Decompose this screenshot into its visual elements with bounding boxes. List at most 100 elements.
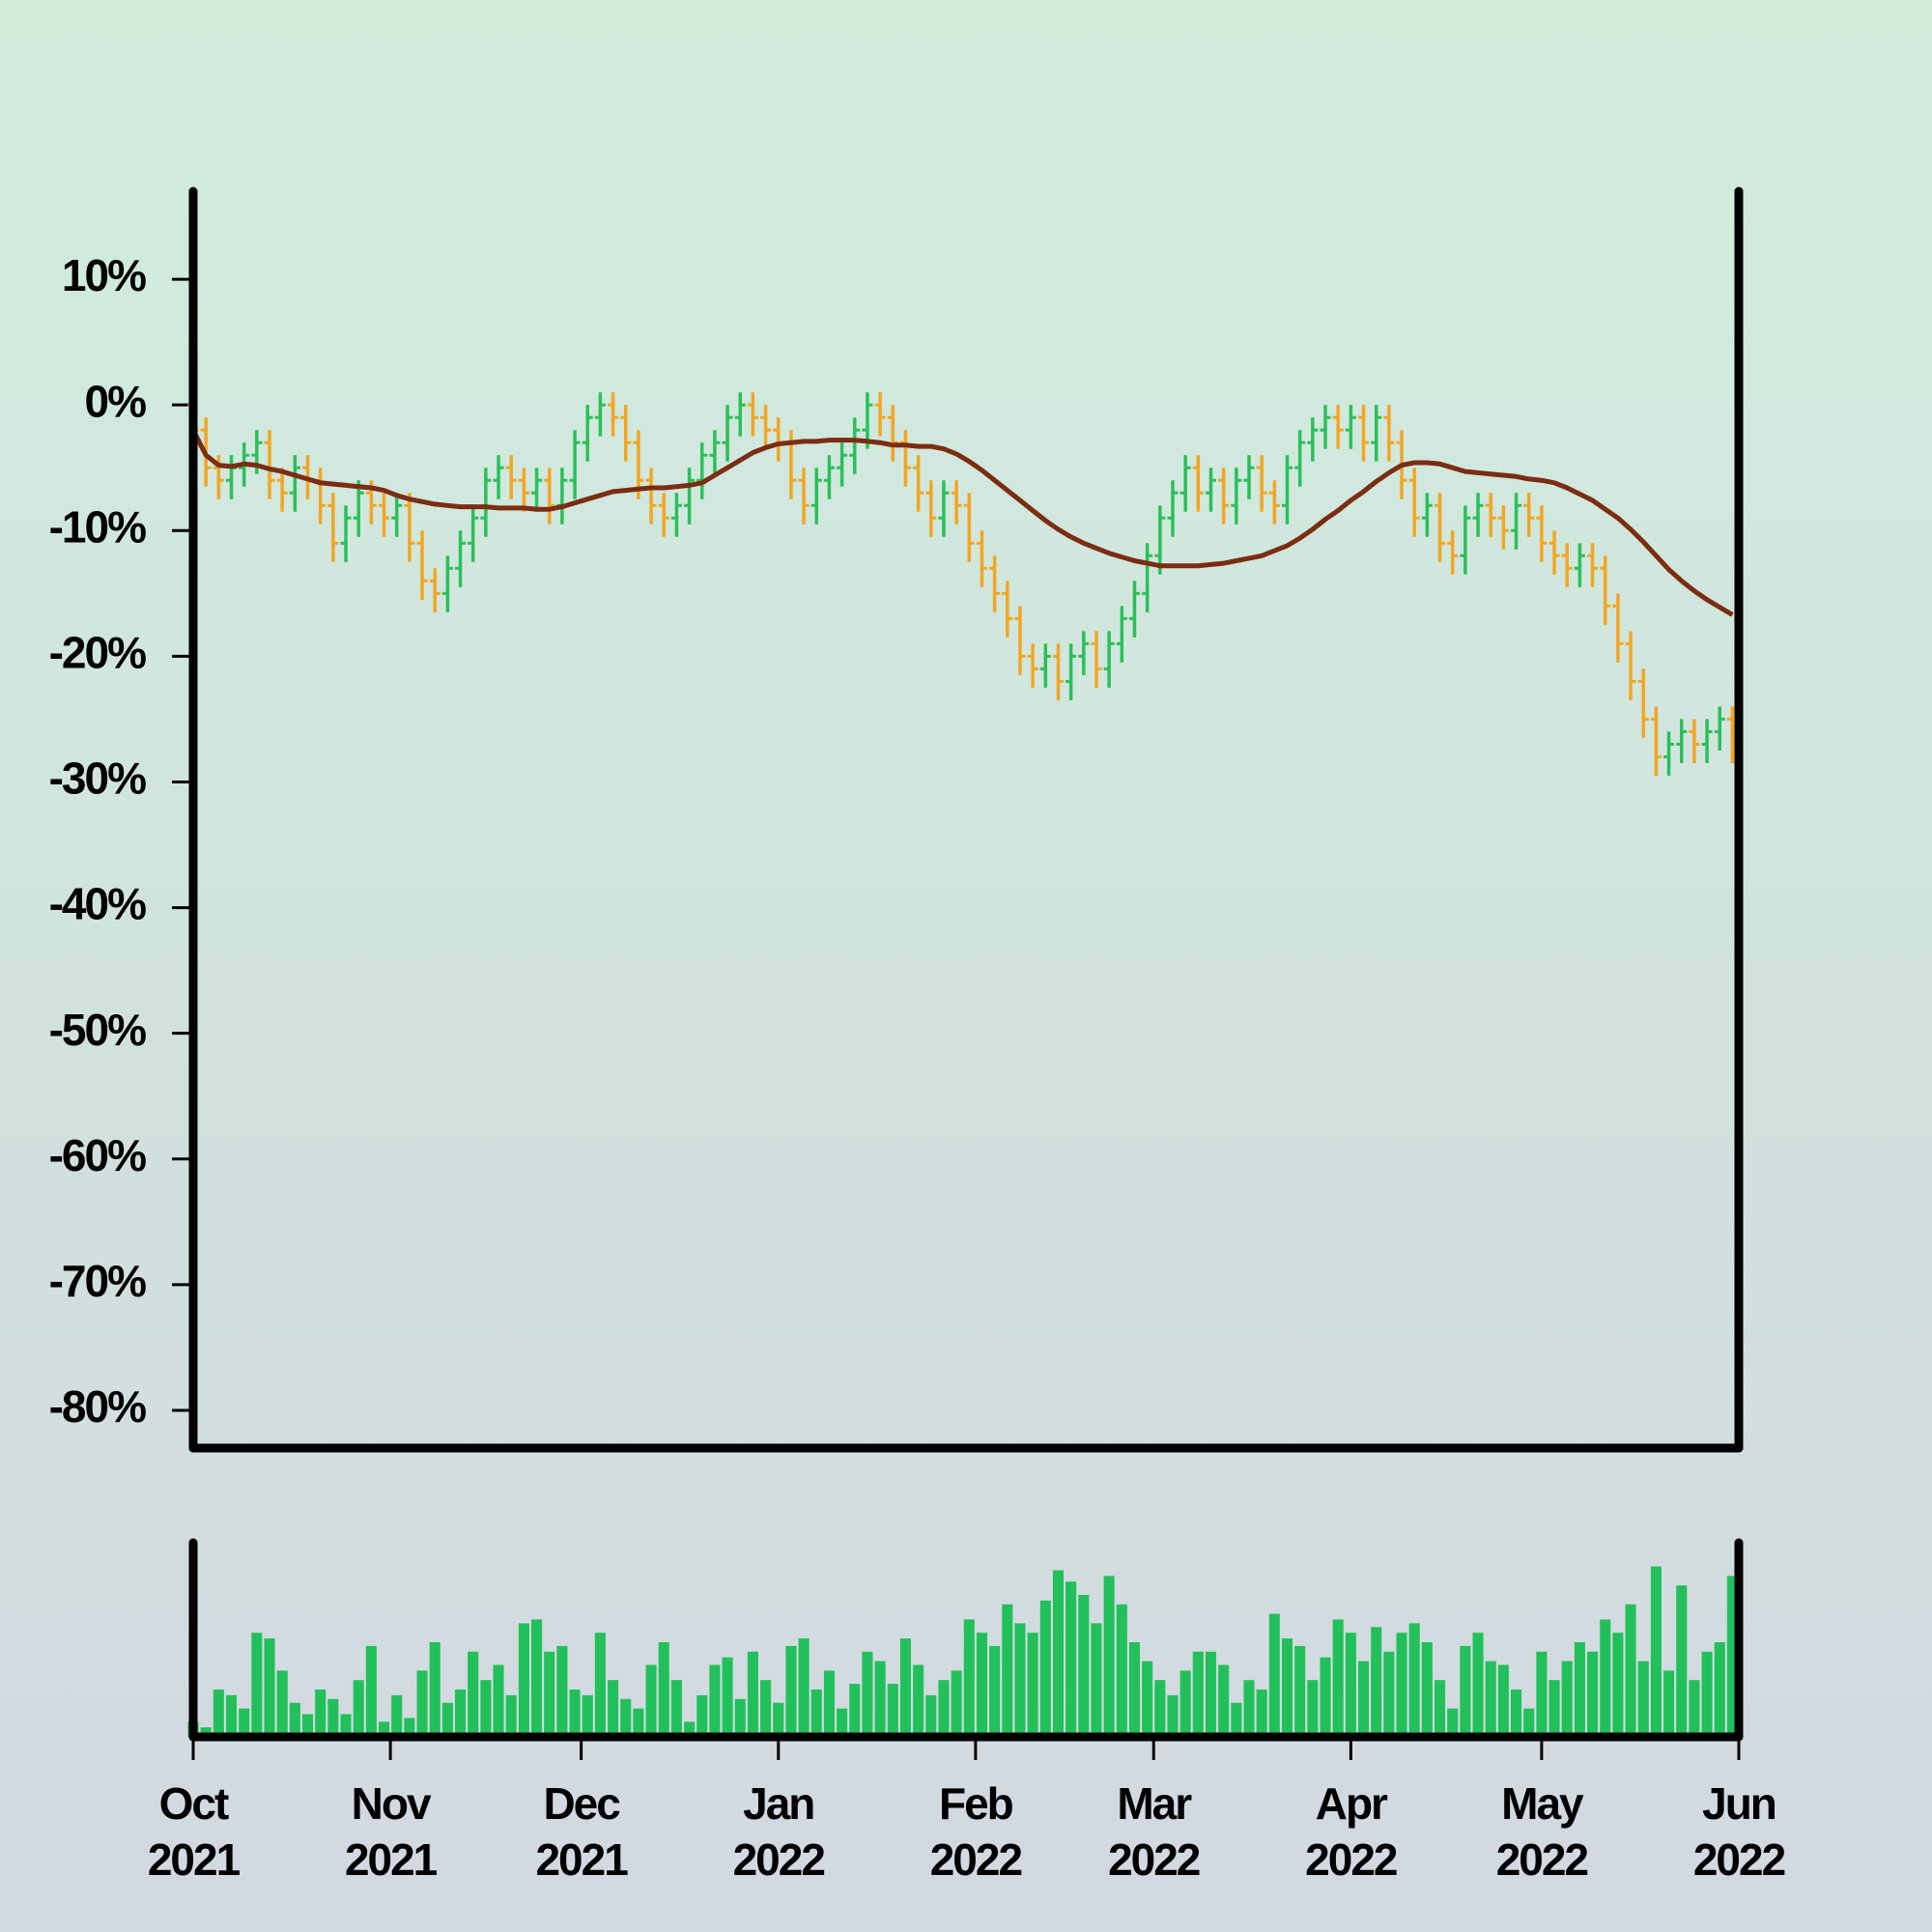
volume-bar bbox=[1408, 1623, 1420, 1737]
volume-bar bbox=[862, 1651, 873, 1737]
volume-bar bbox=[416, 1670, 428, 1737]
volume-bar bbox=[760, 1680, 772, 1737]
volume-bar bbox=[353, 1680, 364, 1737]
volume-bar bbox=[340, 1714, 352, 1737]
volume-bar bbox=[1103, 1576, 1115, 1737]
volume-bar bbox=[1625, 1604, 1636, 1737]
volume-bar bbox=[874, 1661, 886, 1737]
volume-bar bbox=[1192, 1651, 1204, 1737]
volume-bar bbox=[837, 1708, 848, 1737]
volume-bar bbox=[1511, 1690, 1522, 1737]
volume-bar bbox=[455, 1690, 467, 1737]
volume-bar bbox=[468, 1651, 479, 1737]
volume-bar bbox=[1435, 1680, 1446, 1737]
volume-bar bbox=[1561, 1661, 1573, 1737]
volume-bar bbox=[1472, 1633, 1484, 1737]
volume-bar bbox=[925, 1694, 937, 1737]
volume-bar bbox=[289, 1702, 300, 1737]
volume-bar bbox=[1307, 1680, 1319, 1737]
volume-bar bbox=[1676, 1585, 1688, 1737]
volume-bar bbox=[404, 1718, 415, 1737]
volume-bar bbox=[696, 1694, 708, 1737]
volume-bar bbox=[315, 1690, 327, 1737]
volume-bar bbox=[658, 1642, 669, 1737]
volume-bar bbox=[1002, 1604, 1013, 1737]
volume-bar bbox=[1142, 1661, 1153, 1737]
volume-bar bbox=[951, 1670, 962, 1737]
volume-bar bbox=[1052, 1570, 1065, 1737]
y-tick-label: 0% bbox=[85, 376, 147, 426]
volume-bar bbox=[1689, 1680, 1700, 1737]
volume-bar bbox=[569, 1690, 581, 1737]
x-tick-label: Feb 2022 bbox=[929, 1778, 1023, 1885]
volume-bar bbox=[582, 1694, 593, 1737]
volume-bar bbox=[1320, 1657, 1331, 1737]
volume-bar bbox=[1587, 1651, 1599, 1737]
volume-bar bbox=[887, 1684, 898, 1737]
volume-bar bbox=[1447, 1708, 1459, 1737]
x-tick-label: Nov 2021 bbox=[344, 1778, 438, 1885]
volume-bar bbox=[1612, 1633, 1624, 1737]
volume-bar bbox=[773, 1702, 784, 1737]
x-tick-label: Oct 2021 bbox=[147, 1778, 241, 1885]
volume-bar bbox=[1371, 1627, 1382, 1737]
volume-bar bbox=[1128, 1642, 1141, 1737]
volume-bar bbox=[518, 1623, 529, 1737]
volume-bar bbox=[938, 1680, 950, 1737]
volume-bar bbox=[1357, 1661, 1370, 1737]
volume-bar bbox=[213, 1690, 224, 1737]
x-tick-label: Dec 2021 bbox=[535, 1778, 628, 1885]
y-tick-label: -50% bbox=[49, 1005, 146, 1055]
volume-bar bbox=[379, 1721, 390, 1737]
volume-bar bbox=[1027, 1633, 1038, 1737]
volume-bar bbox=[531, 1619, 543, 1737]
volume-bar bbox=[1600, 1619, 1611, 1737]
volume-bar bbox=[798, 1638, 810, 1737]
volume-bar bbox=[441, 1702, 453, 1737]
volume-bar bbox=[989, 1645, 1001, 1737]
volume-bar bbox=[1396, 1633, 1407, 1737]
volume-bar bbox=[1460, 1645, 1471, 1737]
volume-bar bbox=[1332, 1619, 1344, 1737]
volume-bar bbox=[239, 1708, 250, 1737]
volume-bar bbox=[670, 1680, 682, 1737]
volume-bar bbox=[1116, 1604, 1127, 1737]
volume-bar bbox=[1497, 1664, 1509, 1737]
volume-bar bbox=[365, 1645, 377, 1737]
volume-bar bbox=[747, 1651, 758, 1737]
volume-bar bbox=[1231, 1702, 1242, 1737]
volume-bar bbox=[1065, 1581, 1077, 1737]
volume-bar bbox=[251, 1633, 263, 1737]
volume-bar bbox=[544, 1651, 555, 1737]
volume-bar bbox=[1268, 1613, 1280, 1737]
volume-bar bbox=[823, 1670, 835, 1737]
volume-bar bbox=[1091, 1623, 1102, 1737]
y-tick-label: -20% bbox=[49, 628, 146, 678]
volume-bar bbox=[1650, 1566, 1662, 1737]
volume-bar bbox=[734, 1698, 746, 1737]
volume-bar bbox=[264, 1638, 275, 1737]
volume-bar bbox=[899, 1638, 911, 1737]
volume-bar bbox=[684, 1721, 696, 1737]
x-tick-label: Jun 2022 bbox=[1692, 1778, 1786, 1885]
moving-average bbox=[190, 429, 1734, 617]
volume-bar bbox=[301, 1714, 314, 1737]
volume-bar bbox=[276, 1670, 288, 1737]
x-tick-label: Mar 2022 bbox=[1108, 1778, 1201, 1885]
volume-bar bbox=[1256, 1690, 1267, 1737]
volume-bar bbox=[620, 1698, 632, 1737]
volume-bar bbox=[1014, 1623, 1026, 1737]
x-tick-label: Apr 2022 bbox=[1305, 1778, 1398, 1885]
volume-bar bbox=[1039, 1600, 1051, 1737]
volume-bar bbox=[633, 1708, 644, 1737]
y-tick-label: -60% bbox=[49, 1130, 146, 1180]
volume-bar bbox=[480, 1680, 492, 1737]
y-tick-label: -70% bbox=[49, 1256, 146, 1306]
volume-bar bbox=[1167, 1694, 1179, 1737]
y-tick-label: -80% bbox=[49, 1381, 146, 1432]
volume-bar bbox=[1663, 1670, 1675, 1737]
volume-bar bbox=[785, 1645, 797, 1737]
volume-bar bbox=[1294, 1645, 1306, 1737]
volume-bar bbox=[1179, 1670, 1191, 1737]
